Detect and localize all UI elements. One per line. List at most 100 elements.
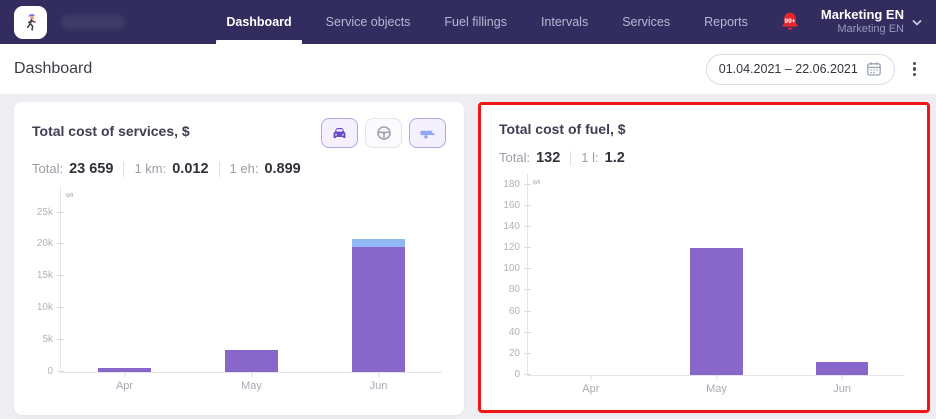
x-tick-mark: [716, 375, 717, 380]
y-tick-mark: [524, 247, 531, 249]
bar-apr-services: [98, 367, 151, 372]
y-tick-mark: [524, 310, 531, 312]
trailer-icon: [420, 130, 435, 139]
car-filter-button[interactable]: [321, 118, 358, 148]
y-tick-mark: [524, 183, 531, 185]
y-tick-label: 100: [503, 263, 520, 275]
services-chart: $0 5k 10k 15k 20k 25k Apr May Jun: [37, 187, 442, 397]
x-tick-mark: [251, 372, 252, 377]
x-tick-label-apr: Apr: [582, 383, 600, 395]
services-cost-card: Total cost of services, $: [14, 102, 464, 415]
courier-logo-icon: [26, 14, 36, 31]
fuel-chart: $0 20 40 60 80 100 120 140 160 180 Apr May Jun: [503, 174, 905, 400]
stat-separator: [570, 150, 572, 166]
fuel-card-title: Total cost of fuel, $: [499, 121, 626, 137]
y-tick-label: 180: [503, 178, 520, 190]
y-tick-label: 15k: [36, 270, 53, 282]
stat-1-eh-: 1 eh: 0.899: [229, 161, 301, 177]
nav-tab-service-objects[interactable]: Service objects: [325, 15, 411, 29]
y-tick-mark: [57, 339, 64, 341]
y-tick-label: 20: [508, 347, 520, 359]
x-tick-label-may: May: [706, 383, 727, 395]
unit-type-toolbar: [321, 118, 446, 148]
x-tick-mark: [841, 375, 843, 380]
stat-total-: Total: 132: [499, 150, 561, 166]
y-tick-label: 20k: [36, 238, 53, 250]
top-navigation-bar: Dashboard Service objects Fuel fillings Int…: [0, 0, 936, 44]
bar-jun-services: [352, 246, 405, 372]
y-tick-mark: [524, 268, 531, 270]
y-tick-label: 60: [508, 305, 520, 317]
more-options-button[interactable]: [907, 58, 922, 81]
stat-1-km-: 1 km: 0.012: [134, 161, 209, 177]
driver-filter-button[interactable]: [365, 118, 402, 148]
y-tick-mark: [524, 225, 531, 227]
x-tick-label-apr: Apr: [115, 380, 134, 392]
y-tick-label: 160: [503, 199, 520, 211]
bar-may-services: [225, 350, 278, 372]
y-axis-unit-label: $: [531, 179, 542, 185]
x-tick-mark: [124, 372, 125, 377]
y-tick-mark: [524, 331, 531, 333]
user-menu[interactable]: Marketing EN Marketing EN: [821, 0, 922, 44]
y-tick-label: 40: [508, 326, 520, 338]
y-tick-label: 80: [508, 284, 520, 296]
stat-total-: Total: 23 659: [32, 161, 114, 177]
bar-jun-fuel: [816, 362, 869, 375]
x-tick-mark: [590, 375, 592, 380]
notification-badge: 99+: [784, 18, 795, 25]
nav-tab-services[interactable]: Services: [622, 15, 671, 29]
app-logo[interactable]: [14, 5, 47, 39]
nav-tab-intervals[interactable]: Intervals: [540, 15, 589, 29]
services-card-title: Total cost of services, $: [32, 123, 190, 139]
nav-tab-fuel-fillings[interactable]: Fuel fillings: [444, 15, 507, 29]
y-tick-mark: [524, 352, 531, 354]
y-tick-label: 140: [503, 220, 520, 232]
notifications-button[interactable]: 99+: [779, 0, 801, 44]
y-tick-mark: [57, 243, 64, 245]
fuel-cost-card-highlighted: Total cost of fuel, $ Total: 132 1 l: 1.2 $…: [478, 102, 930, 413]
y-tick-mark: [524, 374, 531, 375]
page-header: Dashboard 01.04.2021 – 22.06.2021: [0, 44, 936, 94]
stat-separator: [123, 161, 125, 177]
x-tick-label-jun: Jun: [369, 380, 388, 392]
y-axis-unit-label: $: [64, 192, 75, 198]
car-icon: [333, 127, 346, 138]
brand-name-blurred: [61, 15, 125, 29]
date-range-picker[interactable]: 01.04.2021 – 22.06.2021: [705, 53, 895, 85]
steering-wheel-icon: [376, 126, 391, 140]
x-tick-label-may: May: [241, 380, 262, 392]
trailer-filter-button[interactable]: [409, 118, 446, 148]
y-tick-label: 25k: [36, 206, 53, 218]
stat-1-l-: 1 l: 1.2: [581, 150, 625, 166]
y-tick-label: 0: [47, 366, 53, 377]
y-tick-mark: [57, 275, 64, 277]
services-chart-plot: $0 5k 10k 15k 20k 25k Apr May Jun: [37, 187, 442, 392]
dashboard-content: Total cost of services, $: [0, 94, 936, 419]
y-tick-mark: [57, 307, 64, 309]
user-name: Marketing EN: [820, 7, 904, 22]
nav-tab-reports[interactable]: Reports: [704, 15, 748, 29]
y-tick-mark: [524, 204, 531, 206]
x-tick-mark: [378, 372, 379, 377]
calendar-icon: [866, 62, 881, 76]
y-tick-label: 5k: [42, 334, 53, 346]
nav-tab-dashboard[interactable]: Dashboard: [209, 0, 308, 44]
stat-separator: [218, 161, 220, 177]
y-tick-mark: [524, 289, 531, 291]
nav-tabs: Dashboard Service objects Fuel fillings Int…: [209, 0, 765, 44]
chevron-down-icon: [912, 19, 922, 26]
bar-may-fuel: [690, 248, 743, 375]
y-tick-label: 0: [514, 369, 520, 380]
date-range-value: 01.04.2021 – 22.06.2021: [718, 62, 858, 76]
y-tick-label: 10k: [36, 302, 53, 314]
fuel-stats-row: Total: 132 1 l: 1.2: [499, 150, 909, 166]
y-tick-mark: [57, 371, 64, 372]
y-tick-mark: [57, 211, 64, 213]
page-title: Dashboard: [14, 60, 93, 77]
bar-jun-services-extra: [352, 238, 405, 247]
notification-bell-icon: 99+: [782, 12, 798, 30]
user-role: Marketing EN: [837, 23, 904, 36]
fuel-chart-plot: $0 20 40 60 80 100 120 140 160 180 Apr May Jun: [503, 174, 905, 395]
y-tick-label: 120: [503, 242, 520, 254]
